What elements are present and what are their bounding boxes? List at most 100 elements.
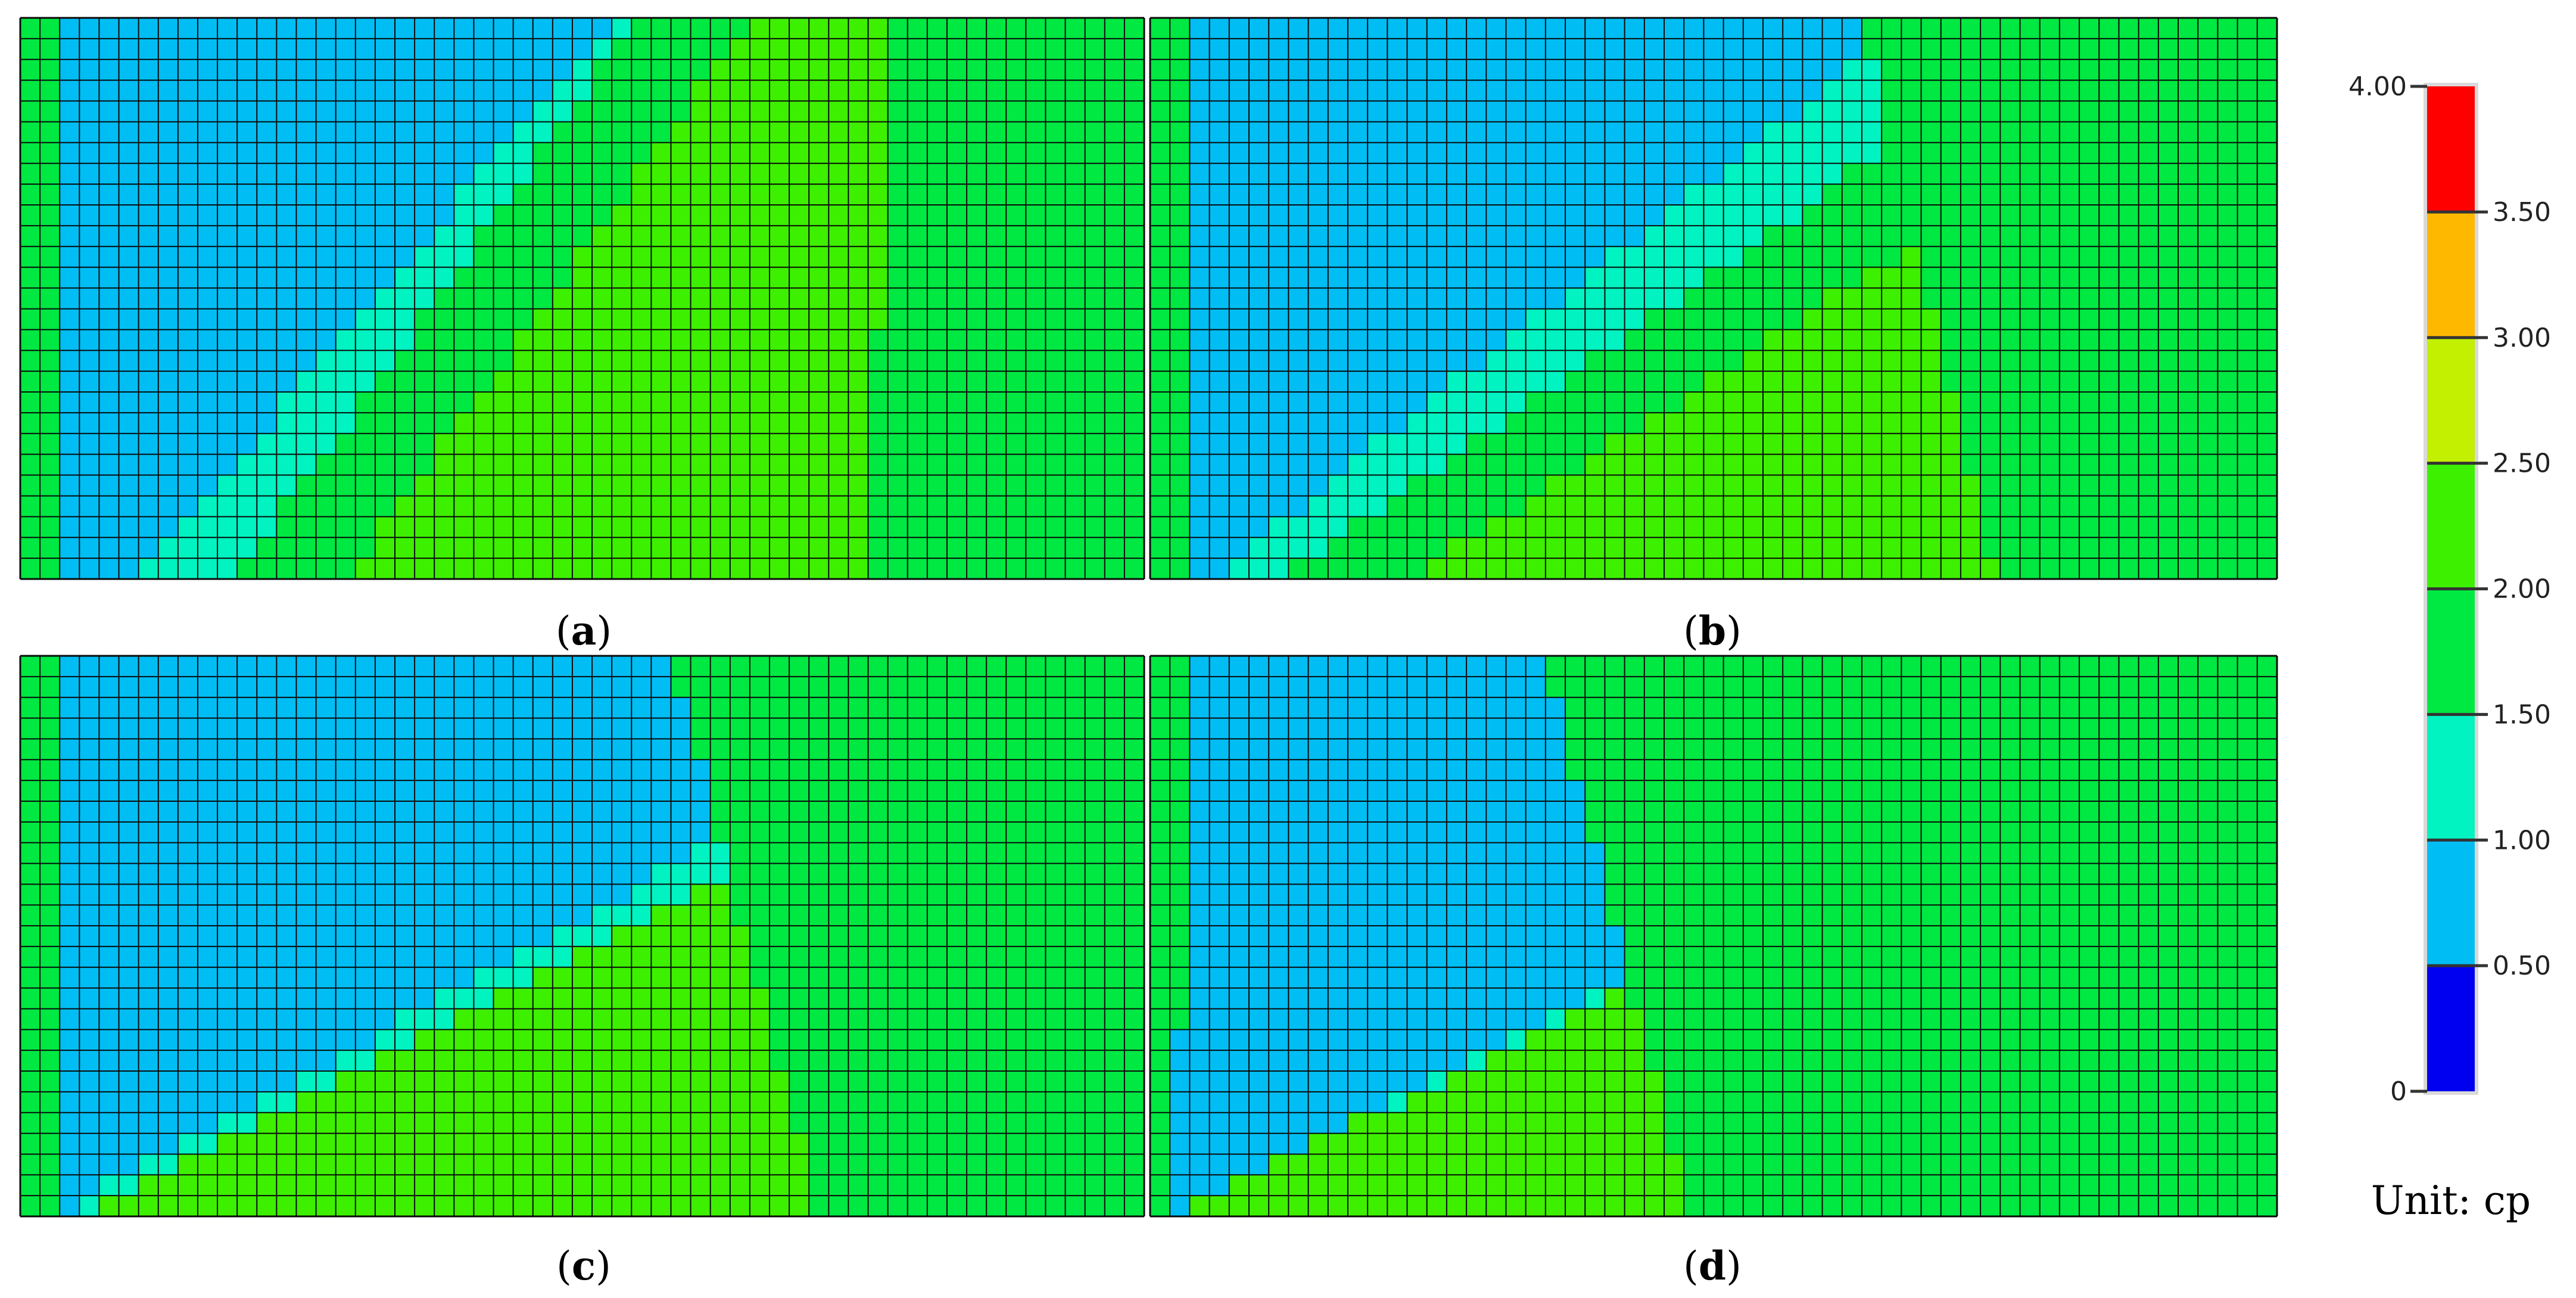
heatmap-cell <box>828 842 849 864</box>
heatmap-cell <box>1006 801 1026 823</box>
heatmap-cell <box>40 38 60 60</box>
heatmap-cell <box>612 246 632 268</box>
heatmap-cell <box>1605 454 1625 475</box>
heatmap-cell <box>572 1071 593 1092</box>
heatmap-cell <box>513 676 534 698</box>
heatmap-cell <box>1762 309 1783 330</box>
heatmap-cell <box>513 926 534 947</box>
heatmap-cell <box>79 80 99 101</box>
heatmap-cell <box>1248 59 1269 81</box>
heatmap-cell <box>1045 739 1066 760</box>
heatmap-cell <box>1545 184 1566 206</box>
heatmap-cell <box>415 821 435 843</box>
heatmap-cell <box>1407 656 1428 677</box>
heatmap-cell <box>572 988 593 1009</box>
heatmap-cell <box>2059 371 2080 393</box>
heatmap-cell <box>138 1050 159 1072</box>
heatmap-cell <box>868 246 889 268</box>
heatmap-cell <box>355 80 376 101</box>
heatmap-cell <box>1723 433 1744 455</box>
heatmap-cell <box>809 329 829 351</box>
heatmap-cell <box>1045 496 1066 517</box>
heatmap-cell <box>1743 122 1764 143</box>
heatmap-cell <box>730 309 750 330</box>
heatmap-cell <box>532 988 553 1009</box>
heatmap-cell <box>454 537 474 559</box>
heatmap-cell <box>612 1154 632 1175</box>
heatmap-cell <box>1940 433 1961 455</box>
heatmap-cell <box>592 80 612 101</box>
heatmap-cell <box>887 1008 908 1030</box>
heatmap-cell <box>1466 59 1487 81</box>
heatmap-cell <box>946 225 967 247</box>
heatmap-cell <box>1308 676 1329 698</box>
heatmap-cell <box>474 946 494 968</box>
heatmap-cell <box>552 1133 573 1154</box>
heatmap-cell <box>749 412 770 434</box>
heatmap-cell <box>631 392 652 413</box>
heatmap-cell <box>967 1112 987 1134</box>
heatmap-cell <box>474 697 494 718</box>
heatmap-cell <box>513 101 534 122</box>
heatmap-cell <box>79 863 99 885</box>
heatmap-cell <box>651 1196 671 1217</box>
heatmap-cell <box>1085 739 1105 760</box>
heatmap-cell <box>257 412 277 434</box>
heatmap-cell <box>946 739 967 760</box>
heatmap-cell <box>887 267 908 288</box>
heatmap-cell <box>1085 537 1105 559</box>
heatmap-cell <box>907 780 928 802</box>
heatmap-cell <box>2217 142 2238 164</box>
heatmap-cell <box>1822 537 1843 559</box>
heatmap-cell <box>355 739 376 760</box>
heatmap-cell <box>927 759 948 781</box>
heatmap-cell <box>1882 371 1902 393</box>
heatmap-cell <box>572 142 593 164</box>
heatmap-cell <box>809 122 829 143</box>
heatmap-cell <box>710 780 731 802</box>
heatmap-cell <box>1170 163 1190 185</box>
heatmap-cell <box>946 905 967 926</box>
heatmap-cell <box>316 780 337 802</box>
heatmap-cell <box>1624 676 1645 698</box>
heatmap-cell <box>1624 433 1645 455</box>
heatmap-cell <box>1921 163 1942 185</box>
heatmap-cell <box>986 780 1007 802</box>
heatmap-cell <box>1783 496 1803 517</box>
heatmap-cell <box>1723 267 1744 288</box>
heatmap-cell <box>99 1133 119 1154</box>
heatmap-cell <box>946 1175 967 1196</box>
heatmap-cell <box>1347 163 1368 185</box>
heatmap-cell <box>1940 225 1961 247</box>
heatmap-cell <box>2099 205 2119 226</box>
heatmap-cell <box>1684 475 1704 496</box>
heatmap-cell <box>335 1196 356 1217</box>
heatmap-cell <box>907 392 928 413</box>
heatmap-cell <box>907 1196 928 1217</box>
heatmap-cell <box>1026 309 1046 330</box>
heatmap-cell <box>572 739 593 760</box>
heatmap-cell <box>1822 59 1843 81</box>
heatmap-cell <box>20 18 41 39</box>
heatmap-cell <box>710 801 731 823</box>
heatmap-cell <box>335 1071 356 1092</box>
heatmap-cell <box>1921 288 1942 309</box>
heatmap-cell <box>927 946 948 968</box>
heatmap-cell <box>572 863 593 885</box>
heatmap-cell <box>1921 516 1942 538</box>
heatmap-cell <box>572 558 593 580</box>
heatmap-cell <box>1006 288 1026 309</box>
heatmap-cell <box>513 1112 534 1134</box>
heatmap-cell <box>415 988 435 1009</box>
heatmap-cell <box>2198 656 2218 677</box>
heatmap-cell <box>217 1154 238 1175</box>
heatmap-cell <box>690 225 711 247</box>
heatmap-cell <box>1065 392 1086 413</box>
heatmap-cell <box>907 656 928 677</box>
heatmap-cell <box>1407 371 1428 393</box>
heatmap-cell <box>1085 967 1105 989</box>
heatmap-cell <box>927 718 948 739</box>
heatmap-cell <box>335 863 356 885</box>
heatmap-cell <box>572 1091 593 1113</box>
heatmap-cell <box>809 926 829 947</box>
